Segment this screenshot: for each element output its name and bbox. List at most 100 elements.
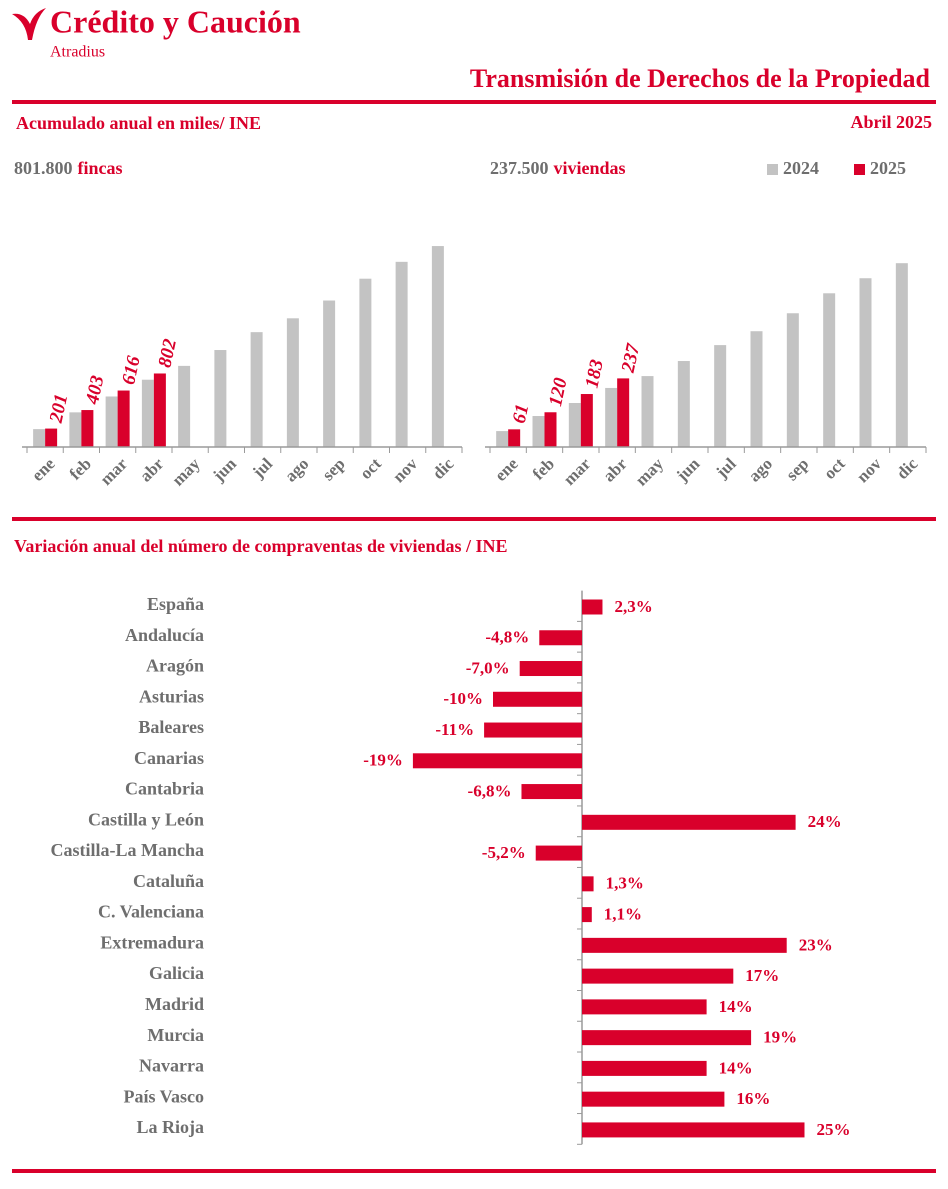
sub-brand: Atradius — [50, 44, 105, 61]
data-label: 2,3% — [614, 597, 652, 616]
x-tick-label: abr — [599, 454, 631, 486]
x-tick-label: nov — [853, 454, 885, 486]
x-tick-label: ago — [281, 454, 312, 485]
data-label: 25% — [817, 1120, 851, 1139]
logo-icon — [12, 8, 46, 40]
x-tick-label: abr — [136, 454, 168, 486]
data-label: 616 — [118, 354, 145, 387]
bar — [395, 261, 408, 447]
data-label: 1,1% — [604, 905, 642, 924]
bar — [539, 630, 582, 646]
x-tick-label: may — [168, 454, 204, 490]
y-tick-label: La Rioja — [137, 1117, 205, 1137]
bar — [496, 431, 509, 447]
subtitle: Acumulado anual en miles/ INE — [16, 113, 261, 133]
rule — [12, 517, 936, 521]
x-tick-label: mar — [96, 454, 131, 489]
bar — [81, 410, 94, 447]
bar — [33, 429, 46, 447]
data-label: 17% — [745, 966, 779, 985]
y-tick-label: Canarias — [134, 748, 204, 768]
y-tick-label: País Vasco — [123, 1086, 204, 1106]
data-label: -11% — [435, 720, 474, 739]
bar — [117, 390, 130, 447]
date: Abril 2025 — [850, 112, 932, 132]
bar — [153, 373, 166, 447]
x-tick-label: dic — [429, 454, 458, 483]
data-label: 403 — [82, 374, 109, 407]
bar — [508, 429, 521, 447]
data-label: 61 — [509, 402, 533, 425]
bar — [641, 376, 654, 447]
y-tick-label: Murcia — [147, 1025, 204, 1045]
bar — [617, 378, 630, 447]
bar — [532, 416, 545, 447]
bar — [582, 999, 707, 1015]
bar — [582, 1122, 805, 1138]
data-label: -4,8% — [485, 628, 529, 647]
x-tick-label: oct — [820, 454, 849, 483]
bar — [582, 968, 734, 984]
chart-title: Variación anual del número de compravent… — [14, 536, 508, 556]
data-label: 14% — [719, 1058, 753, 1077]
bar — [521, 784, 582, 800]
x-tick-label: may — [632, 454, 668, 490]
headline: 237.500 viviendas — [490, 158, 626, 178]
headline-value: 237.500 — [490, 158, 549, 178]
bar — [214, 350, 227, 447]
bar — [141, 379, 154, 447]
y-tick-label: Asturias — [139, 686, 204, 706]
bar — [582, 876, 594, 892]
x-tick-label: ene — [491, 454, 522, 485]
data-label: 237 — [618, 341, 645, 376]
bar — [493, 691, 582, 707]
x-tick-label: oct — [356, 454, 385, 483]
data-label: -10% — [443, 689, 483, 708]
bar — [582, 814, 796, 830]
y-tick-label: España — [147, 594, 204, 614]
data-label: 24% — [808, 812, 842, 831]
x-tick-label: nov — [389, 454, 421, 486]
y-tick-label: Extremadura — [100, 932, 204, 952]
bar — [714, 345, 727, 447]
x-tick-label: ago — [745, 454, 776, 485]
x-tick-label: jun — [672, 454, 704, 486]
bar — [605, 387, 618, 447]
data-label: 19% — [763, 1028, 797, 1047]
headline-value: 801.800 — [14, 158, 73, 178]
x-tick-label: sep — [782, 454, 812, 484]
bar — [412, 753, 582, 769]
bar — [105, 396, 118, 447]
bar — [677, 361, 690, 447]
headline: 801.800 fincas — [14, 158, 123, 178]
data-label: 183 — [581, 358, 607, 390]
rule — [12, 100, 936, 104]
x-tick-label: feb — [529, 454, 558, 483]
y-tick-label: Aragón — [146, 656, 204, 676]
bar — [431, 246, 444, 447]
bar — [786, 313, 799, 447]
bar — [859, 278, 872, 447]
x-tick-label: ene — [28, 454, 59, 485]
legend-swatch — [854, 164, 865, 175]
legend-swatch — [767, 164, 778, 175]
bar — [250, 332, 263, 447]
bar — [544, 412, 557, 447]
x-tick-label: dic — [893, 454, 922, 483]
y-tick-label: Madrid — [145, 994, 204, 1014]
bar — [286, 318, 299, 447]
bar — [823, 293, 836, 447]
data-label: -19% — [363, 751, 403, 770]
y-tick-label: Galicia — [149, 963, 204, 983]
y-tick-label: Cataluña — [133, 871, 204, 891]
bar — [895, 263, 908, 447]
data-label: 120 — [545, 375, 572, 408]
bar — [45, 428, 58, 447]
bar — [69, 412, 82, 447]
legend-label: 2025 — [870, 158, 906, 178]
bar — [535, 845, 582, 861]
y-tick-label: Cantabria — [125, 779, 204, 799]
x-tick-label: jun — [208, 454, 240, 486]
x-tick-label: mar — [560, 454, 595, 489]
data-label: -7,0% — [466, 658, 510, 677]
